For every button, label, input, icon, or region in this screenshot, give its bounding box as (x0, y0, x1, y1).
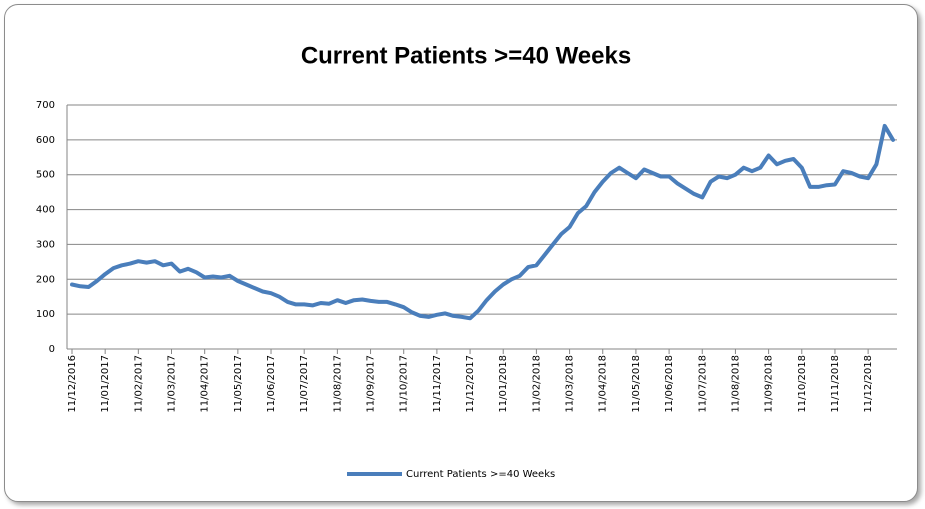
x-tick-label: 11/03/2018 (565, 355, 576, 413)
x-tick-label: 11/07/2017 (299, 355, 310, 413)
x-tick-label: 11/05/2017 (233, 355, 244, 413)
x-tick-label: 11/12/2016 (67, 355, 78, 413)
x-tick-label: 11/11/2017 (432, 355, 443, 413)
x-tick-label: 11/06/2017 (266, 355, 277, 413)
x-tick-label: 11/09/2017 (366, 355, 377, 413)
y-tick-label: 400 (36, 205, 55, 216)
legend-label: Current Patients >=40 Weeks (406, 469, 555, 480)
x-tick-label: 11/09/2018 (764, 355, 775, 413)
x-tick-label: 11/10/2018 (797, 355, 808, 413)
x-tick-label: 11/01/2017 (100, 355, 111, 413)
chart-title: Current Patients >=40 Weeks (301, 42, 631, 69)
x-tick-label: 11/04/2017 (200, 355, 211, 413)
x-tick-label: 11/08/2018 (730, 355, 741, 413)
x-tick-label: 11/12/2018 (863, 355, 874, 413)
x-tick-label: 11/11/2018 (830, 355, 841, 413)
y-tick-label: 600 (36, 135, 55, 146)
x-tick-label: 11/12/2017 (465, 355, 476, 413)
x-tick-label: 11/10/2017 (399, 355, 410, 413)
x-tick-label: 11/08/2017 (332, 355, 343, 413)
x-tick-label: 11/02/2017 (133, 355, 144, 413)
x-tick-label: 11/03/2017 (167, 355, 178, 413)
y-tick-label: 0 (49, 344, 55, 355)
y-tick-label: 700 (36, 100, 55, 111)
y-tick-label: 300 (36, 239, 55, 250)
x-tick-label: 11/07/2018 (697, 355, 708, 413)
chart-card (4, 4, 918, 502)
x-tick-label: 11/01/2018 (498, 355, 509, 413)
y-tick-label: 500 (36, 170, 55, 181)
y-tick-label: 200 (36, 274, 55, 285)
y-tick-label: 100 (36, 309, 55, 320)
x-tick-label: 11/04/2018 (598, 355, 609, 413)
x-tick-label: 11/06/2018 (664, 355, 675, 413)
x-tick-label: 11/02/2018 (531, 355, 542, 413)
series-line (70, 123, 895, 321)
x-tick-label: 11/05/2018 (631, 355, 642, 413)
